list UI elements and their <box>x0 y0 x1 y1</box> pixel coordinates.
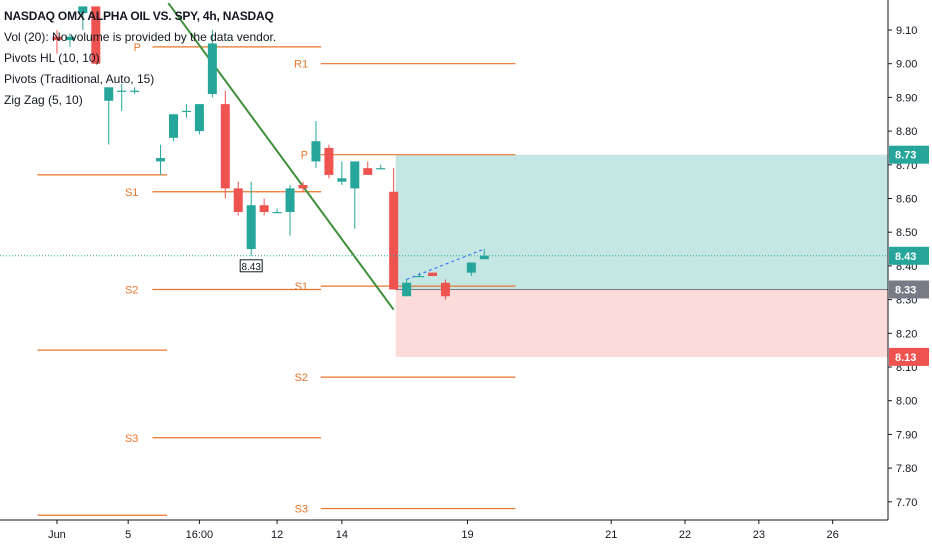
candle-body <box>91 6 101 64</box>
y-tick-label: 7.70 <box>896 497 917 509</box>
zigzag-line <box>406 248 485 280</box>
candle-body <box>363 168 373 175</box>
x-tick-label: 12 <box>271 529 283 541</box>
candle-body <box>233 188 243 212</box>
candle-body <box>246 205 256 250</box>
candle-body <box>130 90 140 92</box>
candle-body <box>324 147 334 175</box>
candles <box>52 6 489 300</box>
y-tick-label: 9.00 <box>896 59 917 71</box>
x-tick-label: 5 <box>125 529 131 541</box>
pivot-levels: P S1 S2 S3 R1 P S1 S2 S3 <box>37 42 516 516</box>
candle-body <box>479 255 489 260</box>
y-tick-label: 8.00 <box>896 396 917 408</box>
candle-body <box>440 282 450 297</box>
candle-body <box>220 104 230 189</box>
candle-body <box>337 178 347 182</box>
price-tag <box>889 145 929 164</box>
candle-body <box>389 191 399 290</box>
position-zones <box>395 154 888 357</box>
y-tick-label: 7.80 <box>896 463 917 475</box>
y-tick-label: 8.50 <box>896 227 917 239</box>
candle-body <box>65 36 75 41</box>
legend-volume[interactable]: Vol (20): No volume is provided by the d… <box>4 30 277 44</box>
y-tick-label: 9.10 <box>896 25 917 37</box>
candle-body <box>78 6 88 14</box>
candle-body <box>298 185 308 189</box>
y-tick-label: 7.90 <box>896 429 917 441</box>
price-tag <box>889 280 929 299</box>
candle-body <box>259 205 269 212</box>
x-tick-label: 19 <box>461 529 473 541</box>
candle-body <box>104 87 114 101</box>
pivot-level-label: S2 <box>295 372 308 384</box>
pivot-level-label: P <box>134 42 141 54</box>
y-tick-label: 8.60 <box>896 194 917 206</box>
legend-title[interactable]: NASDAQ OMX ALPHA OIL VS. SPY, 4h, NASDAQ <box>4 9 274 23</box>
price-tag-label: 8.73 <box>895 150 916 162</box>
trend-line <box>167 2 395 311</box>
pivot-level-label: R1 <box>294 59 308 71</box>
pivot-level-label: S1 <box>125 187 138 199</box>
candle-body <box>402 282 412 297</box>
profit-zone <box>395 154 888 290</box>
y-tick-label: 8.80 <box>896 126 917 138</box>
price-tag <box>889 246 929 265</box>
pivot-level-label: S2 <box>125 284 138 296</box>
current-price-line-group: 8.43 <box>0 255 888 273</box>
pivot-level-label: S1 <box>295 281 308 293</box>
candle-body <box>285 188 295 212</box>
candle-body <box>272 211 282 214</box>
y-tick-label: 8.20 <box>896 328 917 340</box>
candle-body <box>52 36 62 41</box>
trend-line-group <box>167 2 395 311</box>
candle-body <box>169 114 178 138</box>
candle-body <box>117 90 127 92</box>
legend-zigzag[interactable]: Zig Zag (5, 10) <box>4 93 83 107</box>
price-tag <box>889 347 929 366</box>
legend-pivots-hl[interactable]: Pivots HL (10, 10) <box>4 51 100 65</box>
x-tick-label: 23 <box>753 529 765 541</box>
y-tick-label: 8.90 <box>896 92 917 104</box>
pivot-level-label: S3 <box>125 433 138 445</box>
pivot-low-marker <box>239 259 263 273</box>
candle-body <box>194 104 204 132</box>
candle-body <box>466 262 476 273</box>
legend: NASDAQ OMX ALPHA OIL VS. SPY, 4h, NASDAQ… <box>4 6 276 111</box>
x-tick-label: 26 <box>827 529 839 541</box>
candle-body <box>376 168 386 170</box>
x-tick-label: 22 <box>679 529 691 541</box>
candle-body <box>415 276 425 278</box>
x-tick-label: 16:00 <box>186 529 214 541</box>
candle-body <box>207 43 217 95</box>
pivot-level-label: S3 <box>295 504 308 516</box>
candle-body <box>350 161 360 189</box>
price-tag-label: 8.33 <box>895 284 916 296</box>
pivot-low-marker-label: 8.43 <box>241 262 261 273</box>
candle-body <box>156 158 166 162</box>
candle-body <box>311 141 321 162</box>
price-tags: 8.73 8.43 8.33 8.13 <box>889 145 929 366</box>
pivot-level-label: P <box>301 150 308 162</box>
x-tick-label: Jun <box>48 529 66 541</box>
price-tag-label: 8.13 <box>895 352 916 364</box>
loss-zone <box>395 289 888 357</box>
axes: 9.109.008.908.808.708.608.508.408.308.20… <box>0 0 917 541</box>
candle-body <box>428 272 437 277</box>
x-tick-label: 14 <box>336 529 348 541</box>
legend-pivots-traditional[interactable]: Pivots (Traditional, Auto, 15) <box>4 72 155 86</box>
price-tag-label: 8.43 <box>895 251 916 263</box>
x-tick-label: 21 <box>605 529 617 541</box>
candle-body <box>181 110 191 113</box>
